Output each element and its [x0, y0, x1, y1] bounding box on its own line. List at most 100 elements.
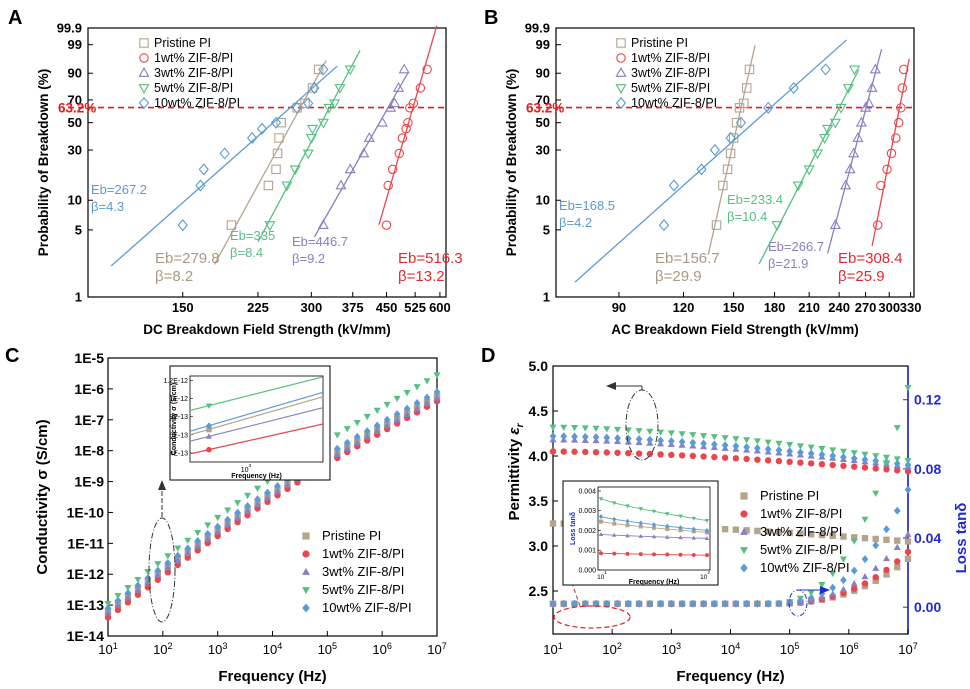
data-point — [625, 449, 632, 457]
x-tick-label-base: 10 — [839, 642, 853, 657]
data-point — [214, 522, 222, 531]
data-point — [317, 118, 329, 129]
x-tick-label: 101 — [543, 641, 563, 657]
inset-y-tick-label: 0.001 — [578, 548, 596, 555]
data-point — [403, 389, 411, 397]
data-point — [851, 534, 858, 541]
data-point — [904, 548, 912, 556]
data-point — [904, 461, 912, 469]
data-point — [571, 599, 578, 608]
legend-marker — [740, 547, 748, 555]
fit-line — [257, 50, 361, 243]
inset-y-axis-label: Loss tanδ — [570, 512, 577, 545]
inset-point — [704, 536, 710, 540]
data-point — [839, 556, 847, 563]
data-point — [771, 221, 783, 232]
data-point — [635, 435, 643, 444]
inset-point — [206, 446, 212, 453]
data-point — [807, 460, 815, 467]
data-point — [861, 516, 869, 523]
data-point — [735, 116, 747, 129]
eb-annotation: Eb=168.5 — [559, 198, 615, 213]
inset-series-0 — [599, 519, 709, 535]
x-tick-label: 450 — [376, 300, 398, 315]
legend-label: 3wt% ZIF-8/PI — [631, 66, 710, 80]
data-point — [872, 574, 879, 581]
x-tick-label-base: 10 — [721, 642, 735, 657]
legend-marker — [740, 510, 748, 518]
data-point — [343, 444, 351, 452]
data-point — [549, 432, 557, 441]
data-point — [592, 448, 600, 456]
y-tick-label: 3.5 — [529, 493, 549, 509]
x-tick-label: 105 — [780, 641, 800, 657]
x-tick-label-exp: 7 — [913, 641, 918, 651]
plot-frame — [87, 27, 447, 298]
data-point — [373, 427, 381, 434]
y-ticks: 2.5 3.0 3.5 4.0 4.5 5.0 — [529, 358, 558, 599]
data-point — [721, 525, 729, 533]
data-point — [786, 447, 794, 456]
x-ticks: 90 120 150 180 210 240 270 300 330 — [612, 292, 921, 315]
data-point — [273, 487, 282, 495]
reference-line-label: 63.2% — [526, 101, 564, 116]
data-point — [174, 556, 182, 564]
data-point — [144, 569, 152, 576]
data-point — [646, 450, 654, 458]
x-tick-label-exp: 2 — [168, 641, 173, 651]
y-axis-label-symbol: ε — [506, 427, 523, 435]
data-point — [323, 103, 335, 114]
inset-x-tick-right-base: 10 — [700, 574, 708, 581]
legend-label: 5wt% ZIF-8/PI — [154, 81, 233, 95]
highlight-arrow-head — [158, 480, 166, 490]
beta-annotation: β=10.4 — [727, 209, 767, 224]
data-point — [882, 454, 891, 462]
data-point — [829, 590, 837, 597]
beta-annotation: β=8.2 — [155, 268, 193, 285]
x-tick-label-exp: 6 — [854, 641, 859, 651]
legend-label: 5wt% ZIF-8/PI — [631, 81, 710, 95]
data-point — [198, 163, 209, 176]
y-tick-label: 50 — [68, 115, 82, 130]
data-point — [678, 452, 686, 459]
data-point — [635, 599, 643, 608]
y-tick-label: 99 — [68, 37, 82, 52]
legend-marker — [138, 84, 150, 94]
y-tick-label: 5 — [543, 222, 550, 237]
x-tick-label-base: 10 — [602, 642, 616, 657]
beta-annotation: β=29.9 — [655, 268, 702, 285]
perm-arrow-head — [606, 382, 616, 390]
data-point — [861, 573, 869, 580]
legend-marker — [740, 527, 748, 535]
data-point — [829, 583, 837, 592]
data-point — [721, 435, 729, 442]
beta-annotation: β=13.2 — [398, 268, 445, 285]
data-point — [872, 453, 880, 460]
data-point — [603, 426, 611, 433]
inset-y-tick-label: 0.002 — [578, 528, 596, 535]
data-point — [883, 536, 890, 543]
inset-point — [652, 552, 656, 557]
x-ticks: 150 225 300 375 450 525 600 — [172, 292, 451, 315]
data-point — [581, 432, 589, 441]
data-point — [786, 529, 793, 537]
panel-label: B — [484, 7, 498, 29]
data-point — [893, 456, 901, 463]
data-point — [855, 116, 867, 127]
data-point — [305, 134, 317, 144]
inset-point — [704, 527, 710, 533]
data-point — [818, 582, 826, 589]
data-point — [560, 448, 567, 455]
data-point — [376, 116, 388, 127]
data-point — [144, 579, 152, 586]
inset-point — [598, 532, 604, 537]
y-tick-label: 50 — [536, 115, 550, 130]
inset-point — [612, 521, 617, 526]
fit-line — [313, 72, 409, 238]
inset-point — [691, 552, 696, 557]
beta-annotation: β=25.9 — [838, 268, 885, 285]
fit-line — [758, 69, 860, 265]
y-tick-label: 1 — [75, 290, 82, 305]
data-point — [786, 458, 793, 466]
